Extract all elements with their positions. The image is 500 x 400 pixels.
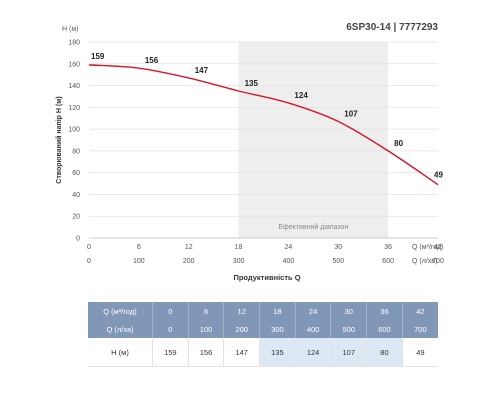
x-tick-labels-primary: 0 6 12 18 24 30 36 42 [87, 244, 442, 251]
table-cell: 49 [402, 338, 438, 367]
x-tick-label-primary: 0 [87, 244, 91, 251]
table-cell: 100 [188, 320, 225, 338]
table-row-flow-m3h: Q (м³/год) 0 6 12 18 24 30 36 42 [88, 302, 438, 320]
y-tick-label: 120 [68, 105, 80, 112]
table-cell-highlighted: 135 [259, 338, 296, 367]
y-tick-label: 40 [72, 192, 80, 199]
data-label: 80 [394, 139, 403, 148]
x-axis-title: Продуктивність Q [233, 273, 300, 282]
table-cell: 12 [223, 302, 261, 320]
efficient-range-region [238, 42, 389, 238]
y-tick-label: 160 [68, 61, 80, 68]
y-tick-label: 100 [68, 127, 80, 134]
x-tick-label-primary: 12 [185, 244, 193, 251]
table-cell: 36 [366, 302, 403, 320]
x-tick-label-primary: 42 [434, 244, 442, 251]
x-unit-label-primary: Q (м³/год) [412, 244, 443, 251]
table-cell: 6 [188, 302, 225, 320]
table-cell: 159 [152, 338, 189, 367]
x-tick-label-secondary: 0 [87, 258, 91, 265]
data-label: 49 [434, 171, 443, 180]
table-cell: 700 [402, 320, 438, 338]
data-label: 135 [245, 79, 259, 88]
x-tick-label-primary: 30 [334, 244, 342, 251]
table-cell: 30 [330, 302, 368, 320]
x-tick-label-secondary: 300 [233, 258, 245, 265]
x-tick-label-secondary: 200 [183, 258, 195, 265]
table-cell: 18 [259, 302, 296, 320]
x-unit-label-secondary: Q (л/хв) [412, 258, 437, 265]
table-cell: 600 [366, 320, 403, 338]
table-cell: 400 [295, 320, 332, 338]
table-cell: 0 [152, 320, 189, 338]
chart-title: 6SP30-14 | 7777293 [346, 22, 438, 33]
x-tick-labels-secondary: 0 100 200 300 400 500 600 700 [87, 258, 444, 265]
y-tick-labels: 0 20 40 60 80 100 120 140 160 180 [68, 40, 80, 243]
data-table: Q (м³/год) 0 6 12 18 24 30 36 42 Q (л/хв… [88, 302, 438, 367]
row-header-head: H (м) [88, 338, 153, 367]
data-label: 107 [344, 109, 358, 118]
data-label: 124 [294, 91, 308, 100]
table-cell: 147 [223, 338, 261, 367]
x-tick-label-secondary: 600 [382, 258, 394, 265]
x-tick-label-primary: 24 [285, 244, 293, 251]
y-tick-label: 0 [76, 236, 80, 243]
y-tick-label: 20 [72, 214, 80, 221]
table-cell: 0 [152, 302, 189, 320]
grid-lines [89, 41, 438, 217]
row-header-flow-m3h: Q (м³/год) [88, 302, 153, 320]
table-cell-highlighted: 124 [295, 338, 332, 367]
data-label: 159 [91, 52, 105, 61]
table-cell-highlighted: 107 [330, 338, 368, 367]
y-tick-label: 60 [72, 170, 80, 177]
data-labels: 159 156 147 135 124 107 80 49 [91, 52, 443, 180]
x-tick-label-secondary: 100 [133, 258, 145, 265]
x-tick-label-secondary: 400 [283, 258, 295, 265]
x-tick-label-primary: 18 [235, 244, 243, 251]
table-cell: 200 [223, 320, 261, 338]
y-unit-label: H (м) [62, 26, 78, 33]
table-cell: 500 [330, 320, 368, 338]
efficient-range-label: Ефективний діапазон [278, 223, 348, 231]
x-tick-label-primary: 6 [137, 244, 141, 251]
table-row-flow-lmin: Q (л/хв) 0 100 200 300 400 500 600 700 [88, 320, 438, 338]
x-tick-label-secondary: 700 [432, 258, 444, 265]
table-cell: 24 [295, 302, 332, 320]
data-label: 147 [195, 66, 209, 75]
table-cell: 42 [402, 302, 438, 320]
table-cell-highlighted: 80 [366, 338, 403, 367]
x-tick-label-secondary: 500 [332, 258, 344, 265]
y-axis-title: Створюваний напір H (м) [55, 96, 63, 183]
table-row-head: H (м) 159 156 147 135 124 107 80 49 [88, 338, 438, 367]
data-label: 156 [145, 56, 159, 65]
x-tick-label-primary: 36 [384, 244, 392, 251]
y-tick-label: 80 [72, 148, 80, 155]
y-tick-label: 180 [68, 40, 80, 47]
y-tick-label: 140 [68, 83, 80, 90]
row-header-flow-lmin: Q (л/хв) [88, 320, 153, 338]
series-line-head [88, 64, 439, 186]
table-cell: 300 [259, 320, 296, 338]
table-cell: 156 [188, 338, 225, 367]
